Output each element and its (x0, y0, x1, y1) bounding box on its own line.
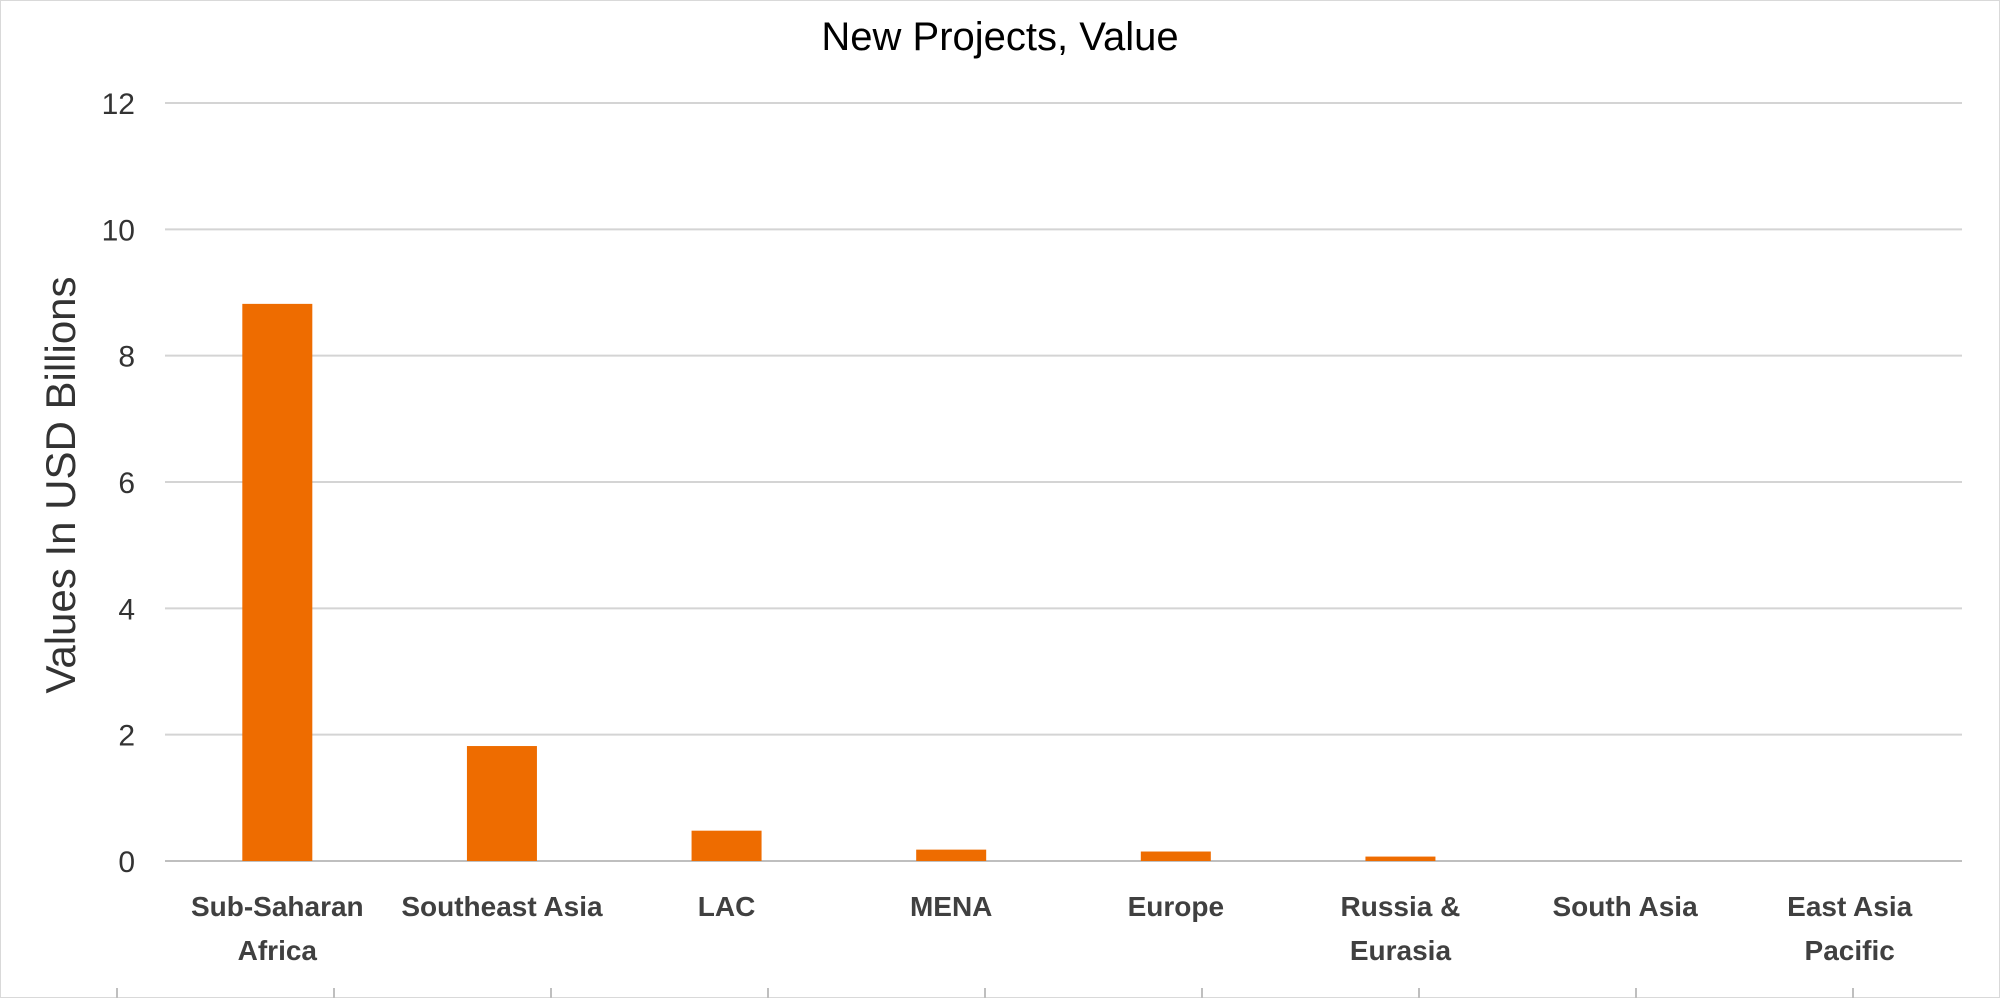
gridlines (165, 102, 1962, 862)
bar (466, 746, 537, 861)
y-tick-label: 12 (102, 88, 135, 121)
x-tick-label: Southeast Asia (401, 891, 603, 922)
y-axis-ticks: 0 2 4 6 8 10 12 (102, 88, 135, 879)
y-tick-label: 4 (118, 593, 135, 626)
bar (691, 830, 762, 861)
y-tick-label: 2 (118, 720, 135, 753)
y-tick-label: 6 (118, 467, 135, 500)
y-axis-label: Values In USD Billions (37, 276, 84, 693)
bars (242, 303, 1436, 861)
x-axis-ticks: Sub-Saharan Africa Southeast Asia LAC MENA Eu… (116, 891, 1913, 998)
x-tick-label: Russia & Eurasia (1341, 891, 1461, 966)
y-tick-label: 10 (102, 214, 135, 247)
x-tick-label: MENA (910, 891, 992, 922)
chart-title: New Projects, Value (821, 15, 1178, 59)
x-tick-label: Sub-Saharan Africa (191, 891, 364, 966)
bar (1140, 851, 1211, 861)
bar (1365, 856, 1436, 861)
bar (242, 303, 313, 861)
x-tick-label: Europe (1128, 891, 1224, 922)
bar (916, 849, 987, 861)
x-tick-label: East Asia Pacific (1787, 891, 1912, 966)
x-tick-label: South Asia (1552, 891, 1698, 922)
x-tick-label: LAC (698, 891, 756, 922)
y-tick-label: 8 (118, 341, 135, 374)
y-tick-label: 0 (118, 846, 135, 879)
